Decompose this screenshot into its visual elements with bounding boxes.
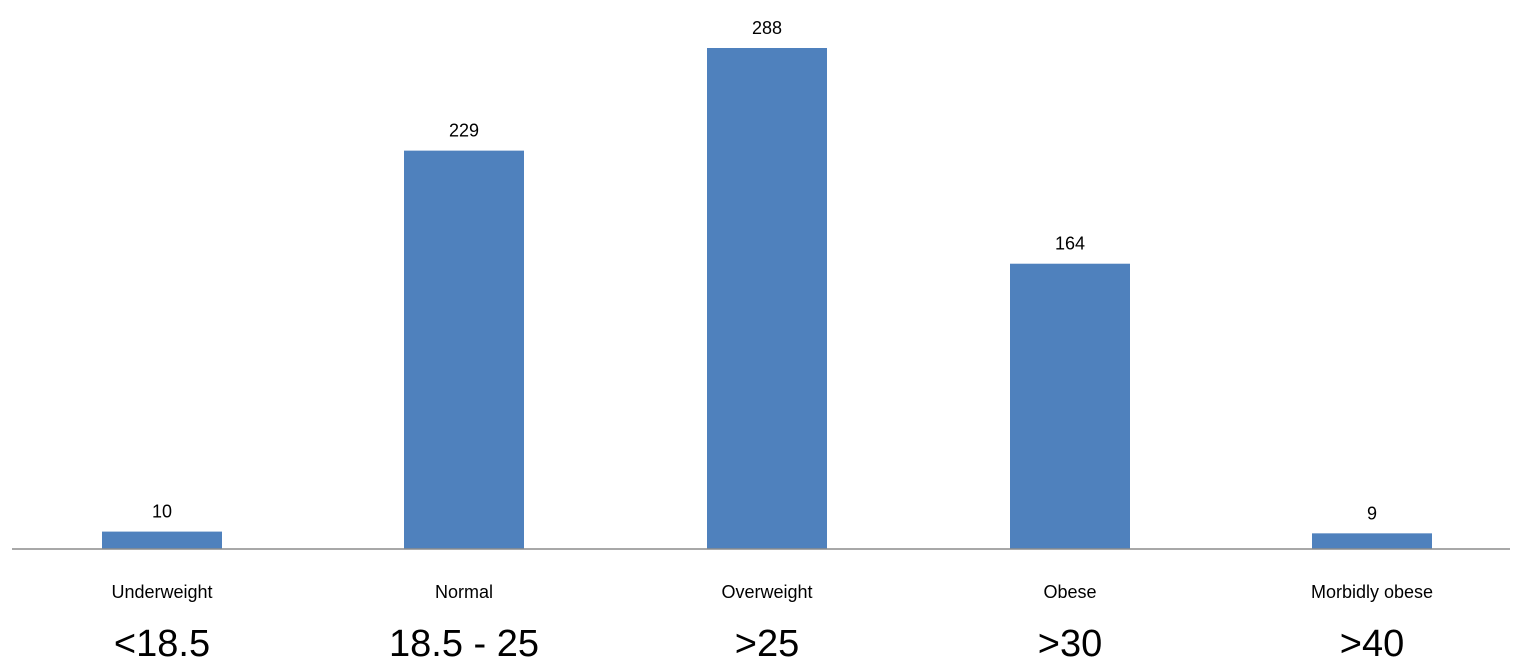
category-label-3: Obese <box>1043 582 1096 602</box>
range-label-3: >30 <box>1038 623 1102 665</box>
bar-2 <box>707 48 827 549</box>
bars-group <box>102 48 1432 549</box>
category-label-2: Overweight <box>721 582 812 602</box>
range-labels-group: <18.5 18.5 - 25 >25 >30 >40 <box>114 623 1404 665</box>
range-label-2: >25 <box>735 623 799 665</box>
category-label-0: Underweight <box>111 582 212 602</box>
bar-0 <box>102 531 222 549</box>
value-labels-group: 10 229 288 164 9 <box>152 18 1377 523</box>
value-label-4: 9 <box>1367 503 1377 523</box>
bar-4 <box>1312 533 1432 549</box>
range-label-4: >40 <box>1340 623 1404 665</box>
range-label-0: <18.5 <box>114 623 210 665</box>
category-label-1: Normal <box>435 582 493 602</box>
category-labels-group: Underweight Normal Overweight Obese Morbidly… <box>111 582 1433 602</box>
range-label-1: 18.5 - 25 <box>389 623 539 665</box>
value-label-0: 10 <box>152 502 172 522</box>
value-label-1: 229 <box>449 121 479 141</box>
bar-1 <box>404 150 524 549</box>
category-label-4: Morbidly obese <box>1311 582 1433 602</box>
bar-3 <box>1010 263 1130 549</box>
value-label-3: 164 <box>1055 234 1085 254</box>
value-label-2: 288 <box>752 18 782 38</box>
